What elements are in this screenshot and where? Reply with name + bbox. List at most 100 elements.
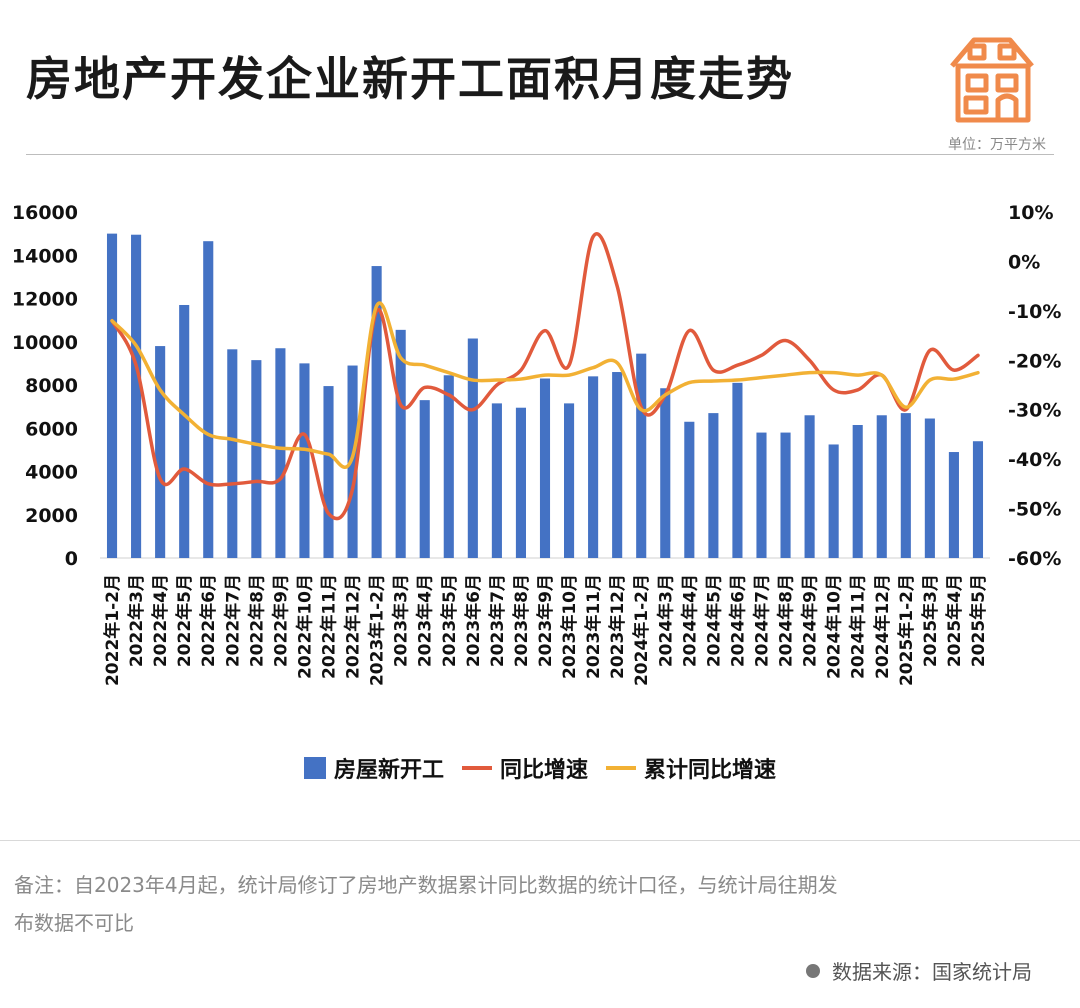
bar <box>780 432 791 558</box>
bar <box>588 376 599 558</box>
bar <box>660 388 671 558</box>
bar <box>756 432 767 558</box>
x-tick: 2023年8月 <box>511 574 532 667</box>
x-tick: 2022年12月 <box>343 574 364 679</box>
bar <box>804 415 815 558</box>
bar <box>371 266 382 558</box>
x-tick: 2023年3月 <box>391 574 412 667</box>
y-left-tick: 10000 <box>12 332 78 354</box>
legend-label-cumulative: 累计同比增速 <box>644 758 777 783</box>
legend-item-bars: 房屋新开工 <box>303 752 444 784</box>
y-right-tick: -60% <box>1008 548 1061 570</box>
y-right-tick: 0% <box>1008 251 1040 273</box>
bar <box>708 413 719 558</box>
unit-label: 单位：万平方米 <box>948 137 1046 153</box>
bar <box>924 418 935 558</box>
bar <box>419 400 430 558</box>
x-tick: 2023年4月 <box>415 574 436 667</box>
y-left-tick: 16000 <box>12 202 78 224</box>
footer-divider <box>0 840 1080 841</box>
bar <box>227 349 238 558</box>
footnote-line-2: 布数据不可比 <box>14 911 134 935</box>
series-line <box>110 232 980 521</box>
y-right-tick: -20% <box>1008 350 1061 372</box>
legend-label-yoy: 同比增速 <box>499 758 588 783</box>
x-tick: 2022年1-2月 <box>102 574 123 686</box>
page-title: 房地产开发企业新开工面积月度走势 <box>26 52 794 106</box>
x-tick: 2024年9月 <box>800 574 821 667</box>
x-tick: 2025年5月 <box>968 574 989 667</box>
bar <box>443 375 454 558</box>
x-tick: 2024年3月 <box>655 574 676 667</box>
bar <box>564 403 575 558</box>
x-tick: 2022年4月 <box>150 574 171 667</box>
x-tick: 2023年10月 <box>559 574 580 679</box>
x-tick: 2022年10月 <box>294 574 315 679</box>
x-tick: 2023年12月 <box>607 574 628 679</box>
x-tick: 2024年11月 <box>848 574 869 679</box>
x-tick: 2023年7月 <box>487 574 508 667</box>
y-right-tick: -50% <box>1008 499 1061 521</box>
x-tick: 2023年11月 <box>583 574 604 679</box>
series-line <box>110 301 980 469</box>
bar <box>684 421 695 558</box>
y-right-tick: -30% <box>1008 400 1061 422</box>
x-tick: 2024年4月 <box>679 574 700 667</box>
y-left-tick: 0 <box>65 548 78 570</box>
y-right-tick: -40% <box>1008 449 1061 471</box>
bar <box>467 338 478 558</box>
bar-series <box>100 233 990 559</box>
bar <box>299 363 310 558</box>
footnote: 备注：自2023年4月起，统计局修订了房地产数据累计同比数据的统计口径，与统计局… <box>14 866 974 942</box>
legend-swatch-yoy <box>461 766 492 770</box>
x-tick: 2022年9月 <box>270 574 291 667</box>
data-source: 数据来源：国家统计局 <box>806 956 1032 985</box>
legend: 房屋新开工 同比增速 累计同比增速 <box>0 752 1080 784</box>
x-tick: 2024年7月 <box>751 574 772 667</box>
legend-item-yoy: 同比增速 <box>461 752 588 784</box>
bar <box>972 441 984 558</box>
bar <box>539 378 551 558</box>
bar <box>491 403 502 558</box>
y-left-tick: 14000 <box>12 245 78 267</box>
x-tick: 2024年10月 <box>824 574 845 679</box>
bar <box>395 329 406 558</box>
line-series <box>110 232 980 521</box>
bar <box>732 382 743 558</box>
legend-label-bars: 房屋新开工 <box>333 758 444 783</box>
bar <box>131 234 142 559</box>
source-dot-icon <box>806 963 820 978</box>
bar <box>515 407 526 558</box>
x-tick: 2022年6月 <box>198 574 219 667</box>
y-left-tick: 2000 <box>25 505 78 527</box>
legend-swatch-bars <box>303 757 326 779</box>
bar <box>155 346 166 558</box>
bar <box>106 233 118 558</box>
bar <box>948 452 959 558</box>
x-tick: 2023年1-2月 <box>367 574 388 686</box>
footnote-line-1: 备注：自2023年4月起，统计局修订了房地产数据累计同比数据的统计口径，与统计局… <box>14 873 838 897</box>
bar <box>900 413 911 558</box>
bar <box>852 425 863 558</box>
bar <box>179 304 190 558</box>
x-tick: 2024年5月 <box>703 574 724 667</box>
x-tick: 2022年3月 <box>126 574 147 667</box>
x-tick: 2024年6月 <box>727 574 748 667</box>
x-tick: 2023年6月 <box>463 574 484 667</box>
x-tick: 2022年5月 <box>174 574 195 667</box>
chart: 0 2000 4000 6000 8000 10000 12000 14000 16000 -6… <box>12 202 1061 686</box>
house-icon <box>950 37 1034 123</box>
y-left-tick: 4000 <box>25 462 78 484</box>
x-axis-ticks: 2022年1-2月 2022年3月 2022年4月 2022年5月 2022年6月 202… <box>102 574 989 686</box>
title-divider <box>26 154 1054 155</box>
x-tick: 2022年11月 <box>319 574 340 679</box>
y-left-tick: 6000 <box>25 418 78 440</box>
bar <box>828 444 839 558</box>
x-tick: 2025年1-2月 <box>896 574 917 686</box>
bar <box>347 365 358 558</box>
x-tick: 2025年4月 <box>944 574 965 667</box>
legend-item-cumulative: 累计同比增速 <box>606 752 776 784</box>
bar <box>876 415 887 558</box>
x-tick: 2022年8月 <box>246 574 267 667</box>
y-left-tick: 12000 <box>12 289 78 311</box>
